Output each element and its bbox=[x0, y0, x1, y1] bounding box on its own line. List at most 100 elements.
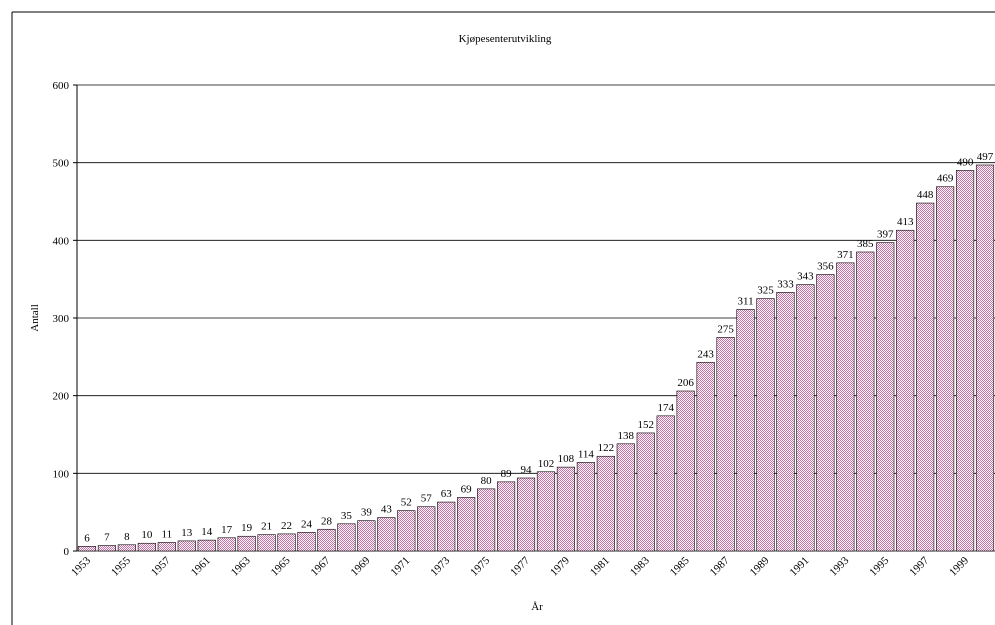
value-label: 80 bbox=[481, 475, 493, 487]
y-tick-label: 400 bbox=[53, 235, 70, 247]
value-label: 8 bbox=[124, 531, 130, 543]
bar bbox=[377, 517, 396, 552]
value-label: 52 bbox=[401, 497, 412, 509]
value-label: 28 bbox=[321, 515, 333, 527]
bar bbox=[417, 506, 436, 552]
bar bbox=[576, 462, 595, 552]
value-label: 469 bbox=[937, 173, 954, 185]
bar bbox=[816, 274, 835, 552]
x-tick-label: 1965 bbox=[269, 554, 293, 578]
bar bbox=[836, 262, 855, 552]
value-label: 35 bbox=[341, 510, 353, 522]
bar bbox=[955, 170, 975, 552]
x-tick-label: 1987 bbox=[708, 554, 732, 578]
value-label: 22 bbox=[281, 520, 292, 532]
y-tick-label: 600 bbox=[53, 80, 70, 92]
bar bbox=[337, 523, 356, 552]
x-tick-label: 1953 bbox=[69, 554, 93, 578]
bar bbox=[477, 488, 496, 552]
bar bbox=[516, 477, 536, 552]
value-label: 371 bbox=[837, 249, 854, 261]
x-tick-label: 1985 bbox=[668, 554, 692, 578]
bar bbox=[896, 229, 915, 552]
value-label: 356 bbox=[817, 261, 834, 273]
y-tick-label: 300 bbox=[53, 313, 70, 325]
value-label: 243 bbox=[697, 348, 714, 360]
bar bbox=[177, 540, 196, 552]
value-label: 311 bbox=[737, 295, 753, 307]
value-label: 138 bbox=[618, 430, 635, 442]
value-label: 206 bbox=[677, 377, 694, 389]
value-label: 57 bbox=[421, 493, 433, 505]
bar bbox=[237, 535, 256, 552]
value-label: 94 bbox=[521, 464, 533, 476]
bar bbox=[616, 443, 635, 552]
value-label: 17 bbox=[221, 524, 233, 536]
bar bbox=[137, 542, 156, 552]
value-label: 114 bbox=[578, 448, 595, 460]
x-tick-label: 1981 bbox=[588, 555, 612, 579]
chart-title: Kjøpesenterutvikling bbox=[459, 33, 552, 45]
value-label: 43 bbox=[381, 504, 393, 516]
bar bbox=[277, 533, 296, 552]
y-tick-label: 500 bbox=[53, 158, 70, 170]
bar bbox=[297, 532, 316, 552]
bar bbox=[77, 546, 97, 552]
bar bbox=[437, 501, 456, 552]
bar bbox=[936, 186, 955, 552]
x-tick-label: 1993 bbox=[827, 554, 851, 578]
bar bbox=[97, 545, 117, 552]
x-tick-label: 1977 bbox=[508, 554, 532, 578]
value-label: 343 bbox=[797, 271, 814, 283]
bar bbox=[197, 539, 216, 552]
value-label: 385 bbox=[857, 238, 874, 250]
x-tick-label: 1983 bbox=[628, 554, 652, 578]
bar bbox=[716, 337, 735, 552]
x-tick-label: 1999 bbox=[947, 554, 971, 578]
x-tick-label: 1973 bbox=[428, 554, 452, 578]
y-axis-label: Antall bbox=[29, 304, 41, 332]
x-tick-label: 1963 bbox=[229, 554, 253, 578]
y-tick-label: 100 bbox=[53, 468, 70, 480]
value-label: 448 bbox=[917, 189, 934, 201]
value-label: 122 bbox=[598, 442, 615, 454]
value-label: 19 bbox=[241, 522, 253, 534]
y-tick-label: 200 bbox=[53, 391, 70, 403]
value-label: 6 bbox=[84, 532, 90, 544]
x-tick-label: 1995 bbox=[867, 554, 891, 578]
bar bbox=[876, 242, 895, 552]
value-label: 275 bbox=[717, 323, 734, 335]
x-tick-label: 1997 bbox=[907, 554, 931, 578]
bar bbox=[596, 455, 615, 552]
value-label: 69 bbox=[461, 483, 473, 495]
bar bbox=[656, 415, 675, 552]
value-label: 39 bbox=[361, 507, 373, 519]
x-tick-label: 1991 bbox=[787, 555, 811, 579]
bar bbox=[317, 528, 336, 552]
x-axis-label: År bbox=[531, 601, 543, 613]
value-label: 413 bbox=[897, 216, 914, 228]
x-tick-label: 1967 bbox=[309, 554, 333, 578]
x-tick-label: 1971 bbox=[388, 555, 412, 579]
value-label: 174 bbox=[657, 402, 674, 414]
value-label: 21 bbox=[261, 521, 272, 533]
bar bbox=[536, 471, 556, 552]
value-label: 490 bbox=[957, 156, 974, 168]
bar bbox=[496, 481, 516, 552]
value-label: 13 bbox=[181, 527, 193, 539]
x-tick-label: 1989 bbox=[748, 554, 772, 578]
value-label: 102 bbox=[538, 458, 555, 470]
value-label: 397 bbox=[877, 229, 894, 241]
value-label: 24 bbox=[301, 518, 313, 530]
bar bbox=[796, 284, 815, 552]
value-label: 152 bbox=[638, 419, 655, 431]
value-label: 10 bbox=[141, 529, 153, 541]
x-tick-label: 1961 bbox=[189, 555, 213, 579]
bar bbox=[676, 390, 695, 552]
y-tick-label: 0 bbox=[64, 546, 70, 558]
value-label: 108 bbox=[558, 453, 575, 465]
x-tick-label: 1969 bbox=[348, 554, 372, 578]
bar bbox=[776, 292, 795, 552]
bar bbox=[157, 542, 176, 552]
